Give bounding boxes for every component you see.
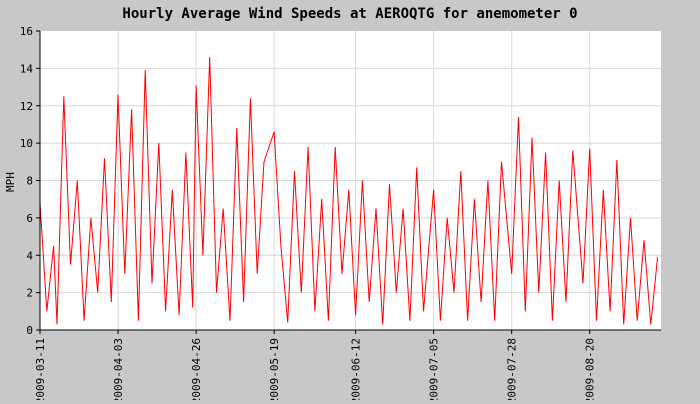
x-axis: 2009-03-11 2009-04-03 2009-04-26 2009-05-19… xyxy=(34,330,597,404)
x-tick-label: 2009-04-26 xyxy=(190,338,203,400)
y-axis-label: MPH xyxy=(4,172,17,192)
series-layer xyxy=(39,57,659,325)
y-tick-label: 12 xyxy=(20,100,33,113)
x-tick-label: 2009-07-05 xyxy=(428,338,441,400)
y-tick-label: 6 xyxy=(26,212,33,225)
x-tick-label: 2009-06-12 xyxy=(350,338,363,400)
series-line xyxy=(39,57,659,325)
y-tick-label: 2 xyxy=(26,287,33,300)
x-tick-label: 2009-07-28 xyxy=(506,338,519,400)
y-axis: 0 2 4 6 8 10 12 14 16 xyxy=(20,25,40,337)
y-tick-label: 0 xyxy=(26,324,33,337)
x-tick-label: 2009-04-03 xyxy=(112,338,125,400)
x-tick-label: 2009-05-19 xyxy=(268,338,281,400)
y-tick-label: 14 xyxy=(20,62,34,75)
x-tick-label: 2009-08-20 xyxy=(584,338,597,400)
y-tick-label: 10 xyxy=(20,137,33,150)
chart-title: Hourly Average Wind Speeds at AEROQTG fo… xyxy=(122,6,577,22)
y-tick-label: 16 xyxy=(20,25,33,38)
y-tick-label: 4 xyxy=(26,249,33,262)
x-tick-label: 2009-03-11 xyxy=(34,338,47,400)
y-tick-label: 8 xyxy=(26,175,33,188)
